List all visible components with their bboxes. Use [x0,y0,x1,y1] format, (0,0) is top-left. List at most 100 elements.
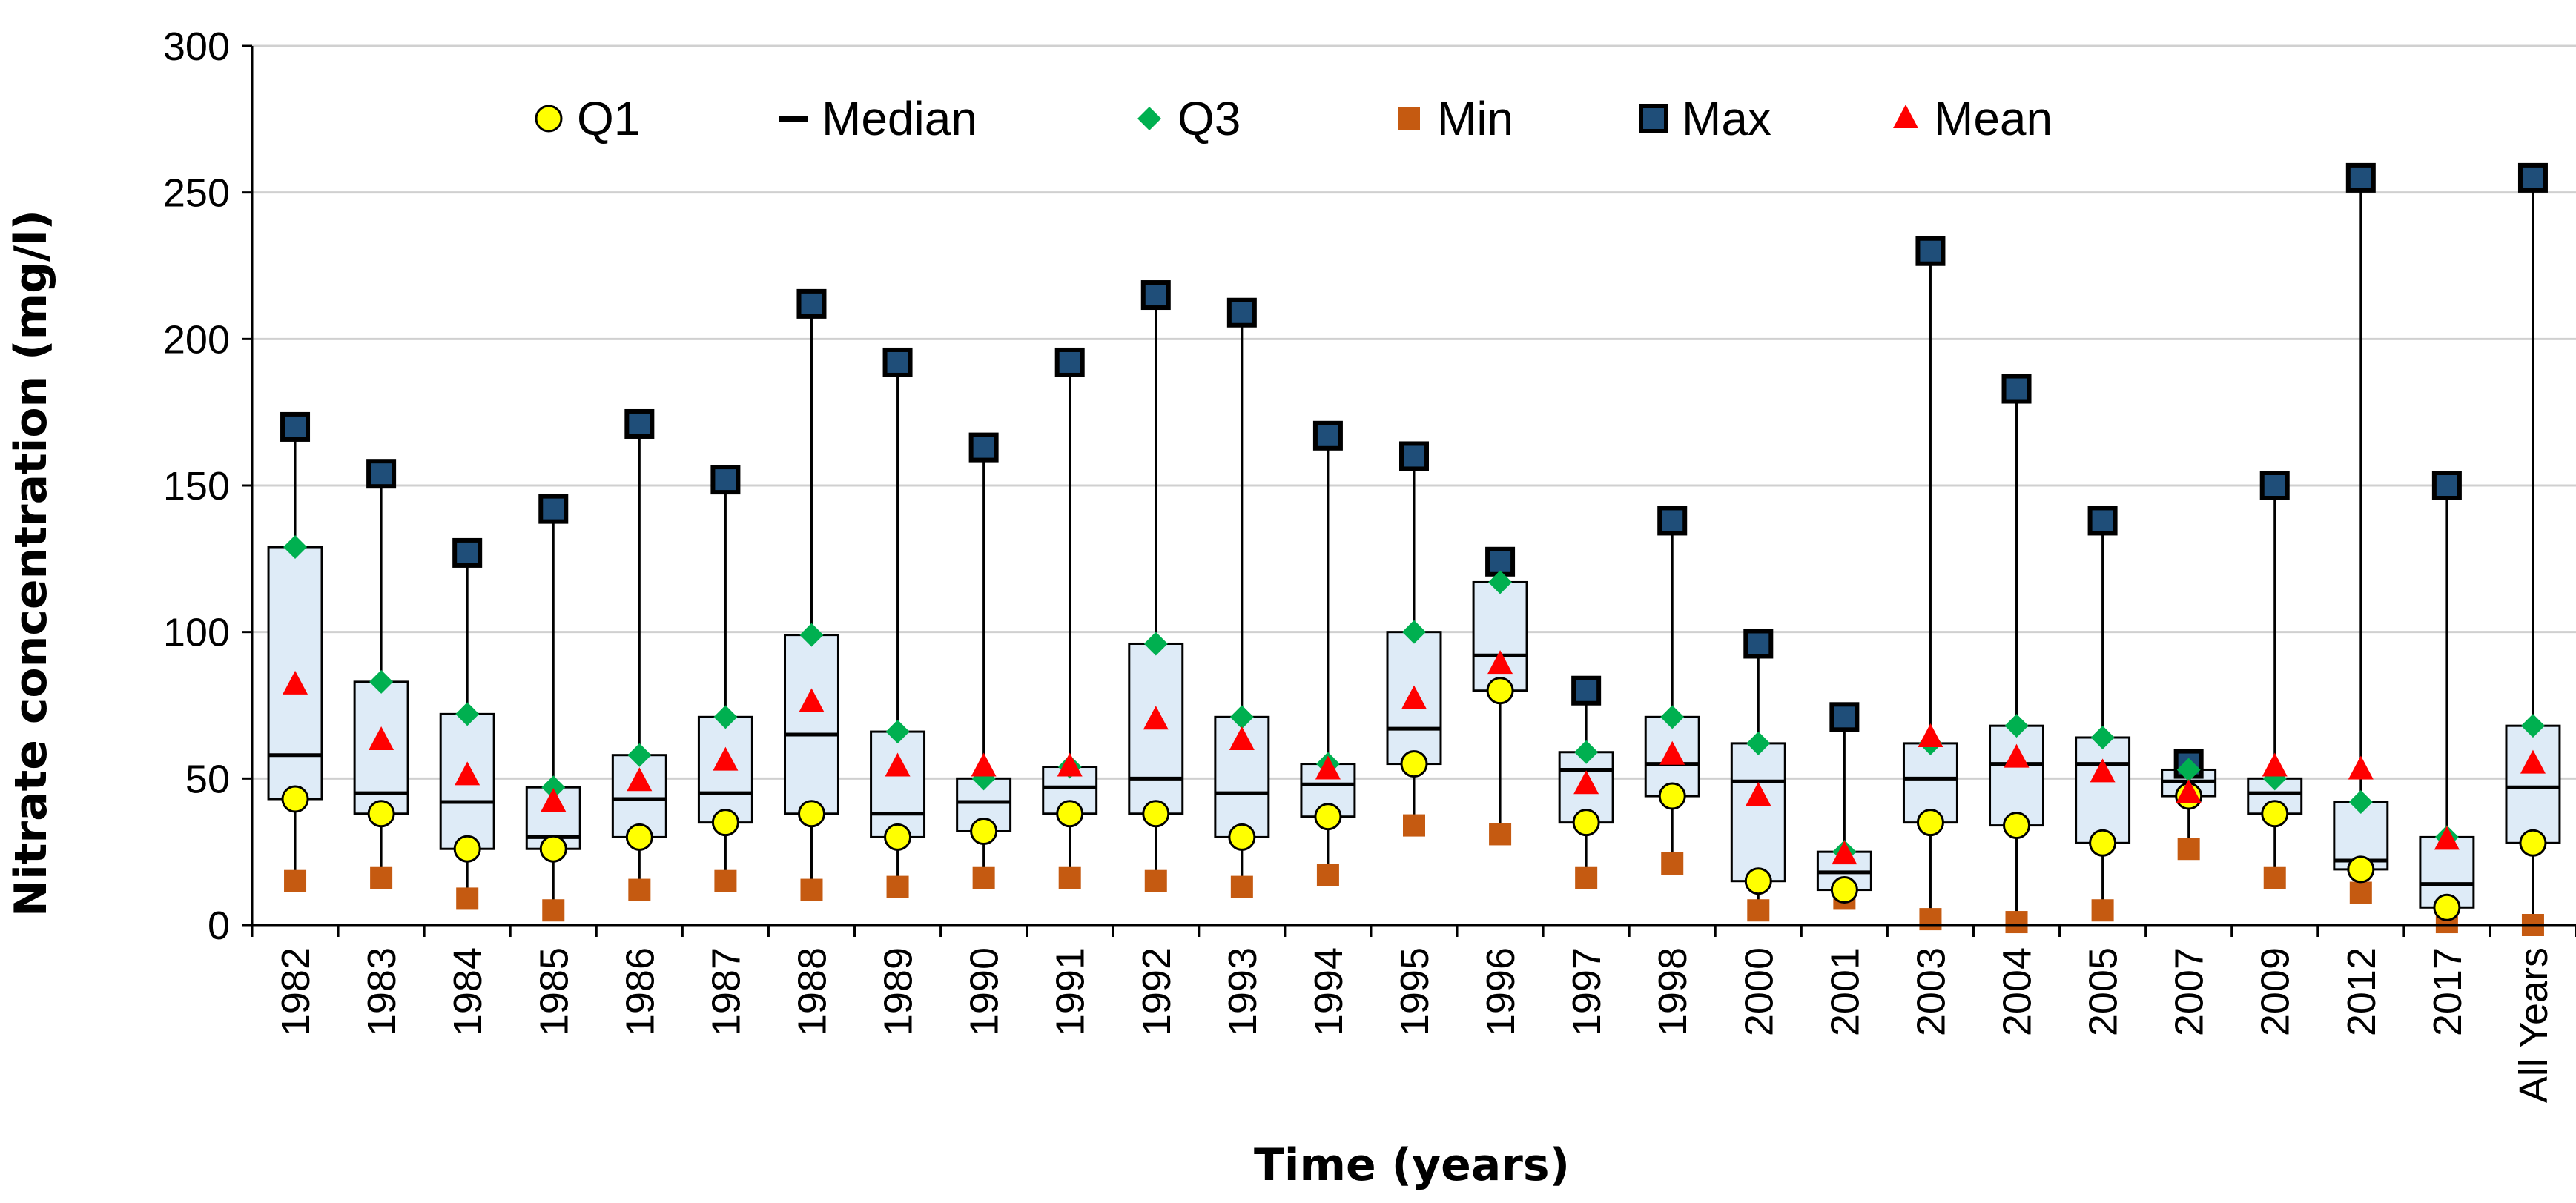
legend-swatch-circle [535,105,563,133]
x-tick-label: 1985 [532,947,576,1036]
min-marker [2091,899,2114,922]
mean-marker [2090,758,2116,783]
legend-item-min: Min [1398,92,1513,145]
mean-marker [1573,770,1599,795]
max-marker [1829,702,1860,732]
min-marker [370,866,393,889]
mean-marker [2348,755,2374,780]
x-tick-label: 1993 [1221,947,1265,1036]
q1-marker [1830,876,1858,904]
x-tick-label: 2003 [1909,947,1953,1036]
q1-marker [2347,855,2375,884]
q1-marker [367,800,395,828]
mean-marker [1143,706,1169,730]
min-marker [456,887,479,910]
max-marker [280,411,311,442]
min-marker [1230,875,1253,898]
y-tick-label: 300 [163,24,230,69]
min-marker [1144,869,1167,892]
y-tick-label: 0 [208,904,230,948]
mean-marker [1832,841,1857,865]
legend-swatch-square-outlined [1639,104,1668,133]
legend-label: Q3 [1178,92,1241,145]
q3-marker [1574,740,1599,764]
min-marker [2177,838,2200,861]
y-tick-label: 50 [185,757,230,801]
mean-marker [2262,752,2288,777]
max-marker [1054,347,1085,377]
max-marker [2087,506,2118,536]
min-marker [2005,911,2028,934]
min-marker [714,869,737,892]
legend: Q1 Median Q3 Min Max Mean [535,92,2052,145]
max-marker [2345,162,2376,193]
q3-marker [1402,620,1426,644]
q1-marker [970,817,998,845]
q1-marker [884,823,912,851]
mean-marker [1659,740,1685,765]
q1-marker [453,835,481,863]
x-tick-label: 1995 [1393,947,1437,1036]
q1-marker [1486,677,1514,705]
q1-marker [2519,829,2547,857]
mean-marker [1487,650,1513,675]
y-tick-label: 150 [163,464,230,508]
max-marker [1571,675,1602,706]
mean-marker [541,787,567,812]
max-marker [1657,506,1688,536]
q3-marker [1229,705,1254,729]
x-tick-label: 2007 [2167,947,2212,1036]
x-tick-label: 1987 [704,947,748,1036]
mean-marker [2004,743,2030,768]
x-tick-label: 1984 [446,947,490,1036]
legend-label: Max [1682,92,1771,145]
x-tick-label: 1991 [1048,947,1093,1036]
x-tick-label: 1990 [962,947,1007,1036]
legend-swatch-dash [779,116,808,122]
mean-marker [885,752,911,777]
q3-marker [2520,714,2545,738]
box-q1-q3 [1989,724,2045,827]
markers [280,162,2548,936]
min-marker [2263,866,2286,889]
max-marker [1226,297,1257,328]
q3-marker [627,743,652,767]
q3-marker [541,775,566,800]
mean-marker [799,688,825,712]
q1-marker [2433,893,2461,921]
q1-marker [1314,803,1342,831]
x-tick-label: 1986 [618,947,662,1036]
mean-marker [1315,755,1341,780]
box-q1-q3 [2505,724,2561,844]
q3-marker [2348,789,2373,814]
box-q1-q3 [1730,742,1786,883]
x-tick-label: 2004 [1995,947,2040,1036]
legend-item-q1: Q1 [535,92,640,145]
q1-marker [281,785,309,813]
q3-marker [1660,705,1685,729]
q3-marker [1488,570,1513,594]
max-marker [2431,471,2462,500]
min-marker [1316,864,1339,886]
max-marker [1399,441,1429,471]
min-marker [800,878,823,901]
q3-marker [885,720,910,744]
legend-item-max: Max [1639,92,1771,145]
min-marker [628,878,651,901]
max-marker [710,465,741,495]
q1-marker [1056,800,1084,828]
x-tick-label: 1997 [1565,947,1609,1036]
legend-swatch-diamond [1137,107,1161,130]
max-marker [968,432,999,463]
q3-marker [455,702,480,726]
q3-marker [2004,714,2029,738]
mean-marker [2434,826,2460,850]
legend-item-mean: Mean [1893,92,2052,145]
min-marker [2349,881,2372,904]
x-tick-label: 1996 [1479,947,1523,1036]
q1-marker [625,823,653,851]
box-q1-q3 [2075,736,2131,844]
x-tick-label: 1983 [360,947,404,1036]
box-q1-q3 [783,634,839,815]
max-marker [366,459,397,489]
